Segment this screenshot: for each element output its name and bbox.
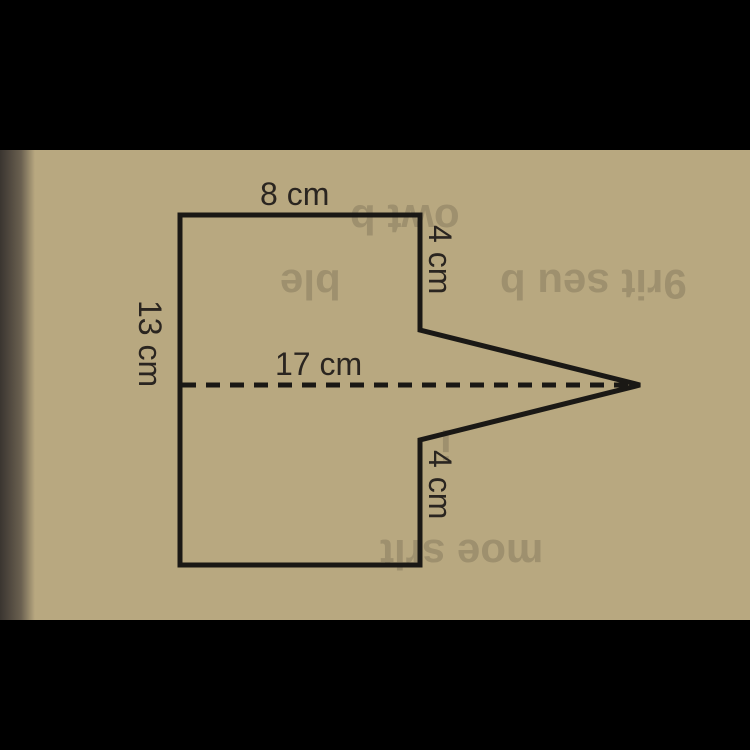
photo-area: owt b ble 9rit seu b i moe srit 8 cm 4 c… xyxy=(0,150,750,620)
dark-edge xyxy=(0,150,35,620)
geometry-diagram: 8 cm 4 cm 4 cm 13 cm 17 cm xyxy=(120,170,680,600)
label-right-upper: 4 cm xyxy=(421,225,458,294)
label-left: 13 cm xyxy=(131,300,168,387)
label-center: 17 cm xyxy=(275,346,362,383)
label-top: 8 cm xyxy=(260,176,329,213)
shape-svg xyxy=(120,170,680,600)
label-right-lower: 4 cm xyxy=(421,450,458,519)
shape-polygon xyxy=(180,215,640,565)
